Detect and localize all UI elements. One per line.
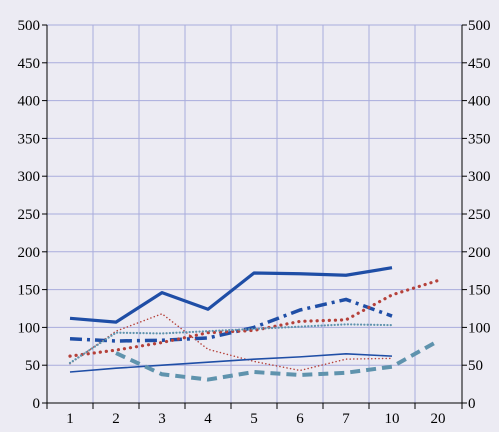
y-tick-label-left: 150 — [18, 283, 41, 299]
y-tick-label-right: 100 — [468, 320, 491, 336]
y-tick-label-right: 250 — [468, 207, 491, 223]
series-line-5 — [68, 323, 394, 365]
y-tick-label-right: 500 — [468, 18, 491, 34]
series-line-6 — [69, 353, 393, 373]
y-tick-label-left: 50 — [25, 358, 40, 374]
y-tick-label-left: 300 — [18, 169, 41, 185]
x-tick-label: 4 — [204, 411, 212, 427]
series-line-1 — [69, 266, 393, 324]
x-tick-label: 1 — [66, 411, 74, 427]
y-tick-label-right: 200 — [468, 245, 491, 261]
y-tick-label-left: 400 — [18, 94, 41, 110]
y-tick-label-right: 450 — [468, 56, 491, 72]
x-tick-label: 3 — [158, 411, 166, 427]
y-tick-label-right: 400 — [468, 94, 491, 110]
y-tick-label-left: 350 — [18, 131, 41, 147]
tick-labels: 0 50 100 150 200 250 300 350 400 450 500 0 50 100 150 2… — [18, 18, 491, 427]
x-tick-label: 5 — [250, 411, 258, 427]
series-line-7 — [115, 339, 439, 382]
y-tick-label-left: 100 — [18, 320, 41, 336]
x-tick-label: 6 — [296, 411, 304, 427]
y-tick-label-left: 0 — [33, 396, 41, 412]
series-line-3 — [68, 278, 440, 358]
y-tick-label-right: 150 — [468, 283, 491, 299]
y-tick-label-right: 0 — [468, 396, 476, 412]
y-tick-label-right: 50 — [468, 358, 483, 374]
axes — [42, 24, 467, 409]
y-tick-label-right: 350 — [468, 131, 491, 147]
y-tick-label-left: 250 — [18, 207, 41, 223]
y-tick-label-left: 500 — [18, 18, 41, 34]
x-tick-label: 2 — [112, 411, 120, 427]
x-tick-label: 20 — [431, 411, 446, 427]
grid — [46, 24, 463, 404]
y-tick-label-right: 300 — [468, 169, 491, 185]
x-tick-label: 7 — [342, 411, 350, 427]
series-line-4 — [69, 313, 393, 372]
series-lines — [68, 266, 440, 382]
y-tick-label-left: 200 — [18, 245, 41, 261]
y-tick-label-left: 450 — [18, 56, 41, 72]
series-line-2 — [69, 297, 393, 343]
x-tick-label: 10 — [385, 411, 400, 427]
